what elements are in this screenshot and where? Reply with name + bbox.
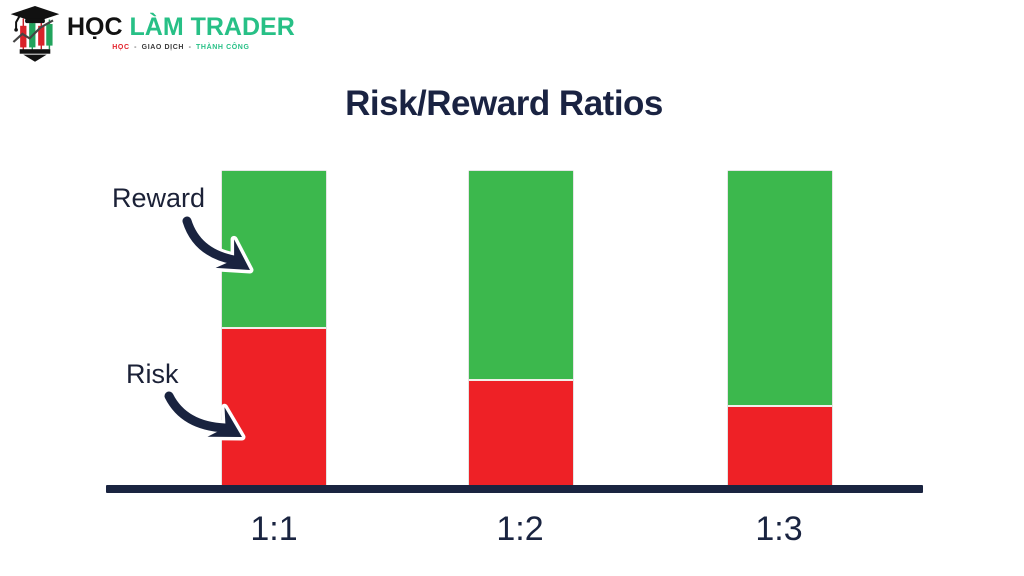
reward-annotation-label: Reward [112,183,206,213]
stacked-bar-1-3 [727,170,833,485]
category-label-1-2: 1:2 [496,510,544,548]
x-axis-line [106,485,923,493]
brand-logo: HỌC LÀM TRADER HỌC - GIAO DỊCH - THÀNH C… [8,3,295,63]
risk-segment [728,405,832,485]
tagline-part-1: HỌC [112,44,130,51]
category-label-1-1: 1:1 [250,510,298,548]
brand-name: HỌC LÀM TRADER [67,15,295,40]
category-label-1-3: 1:3 [755,510,803,548]
reward-segment [469,171,573,379]
chart-title: Risk/Reward Ratios [345,84,663,123]
tagline-part-2: GIAO DỊCH [141,44,185,51]
risk-annotation-label: Risk [126,359,179,389]
tagline-separator: - [188,44,192,51]
tagline-part-3: THÀNH CÔNG [196,44,250,51]
brand-text: HỌC LÀM TRADER HỌC - GIAO DỊCH - THÀNH C… [67,3,295,52]
brand-tagline: HỌC - GIAO DỊCH - THÀNH CÔNG [67,44,295,51]
risk-segment [469,379,573,485]
risk-segment [222,327,326,485]
reward-segment [222,171,326,327]
graduation-cap-candlestick-icon [10,6,60,62]
tagline-separator: - [134,44,138,51]
stacked-bar-1-2 [468,170,574,485]
reward-segment [728,171,832,405]
brand-name-dark: HỌC [67,13,123,41]
brand-name-green: LÀM TRADER [129,13,295,41]
stacked-bar-1-1 [221,170,327,485]
